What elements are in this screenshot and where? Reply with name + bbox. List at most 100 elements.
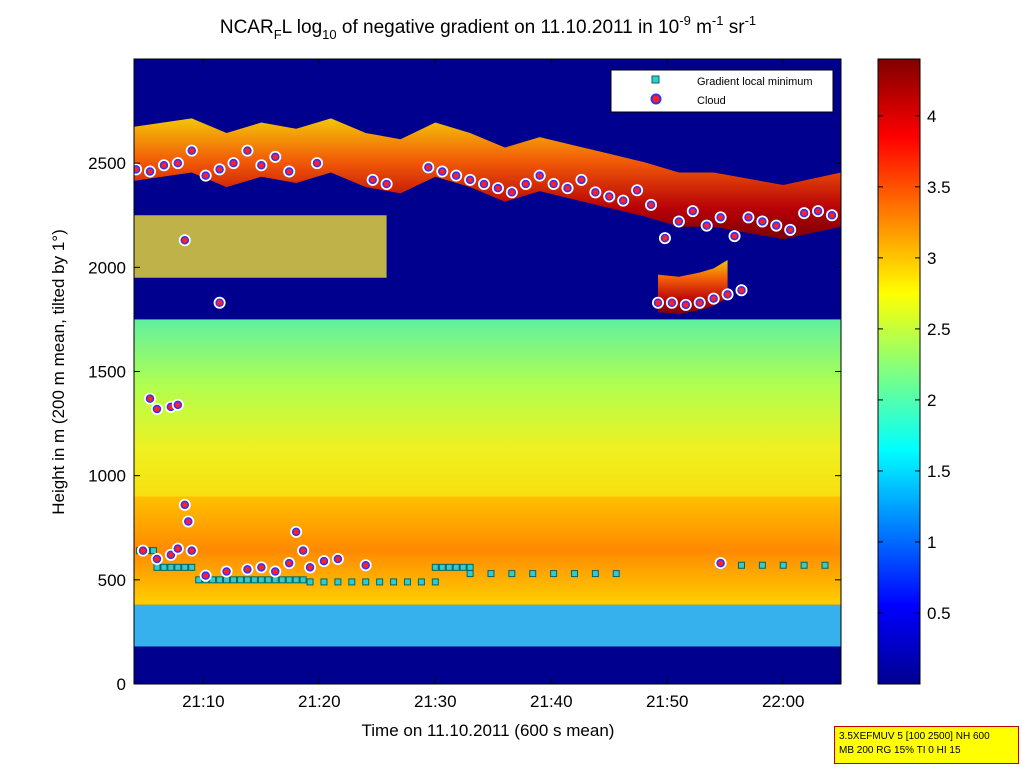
y-tick-label: 2500 <box>88 154 126 173</box>
gradient-minimum-marker <box>257 576 265 584</box>
surface-gap <box>134 659 841 684</box>
legend-marker-cloud <box>650 93 662 105</box>
info-line-1: 3.5XEFMUV 5 [100 2500] NH 600 <box>839 731 990 742</box>
cloud-marker-core <box>284 167 294 176</box>
gradient-minimum-marker <box>403 578 411 586</box>
legend-marker-gradient-minimum <box>651 75 660 84</box>
cloud-marker-core <box>653 298 663 307</box>
legend-box <box>610 69 834 113</box>
gradient-minimum-marker <box>431 578 439 586</box>
gradient-minimum-marker <box>570 570 578 578</box>
cloud-marker-core <box>709 294 718 303</box>
cloud-marker-core <box>507 188 517 197</box>
gradient-minimum-marker <box>306 578 314 586</box>
cloud-marker-core <box>298 546 308 555</box>
cloud-marker-core <box>284 558 294 568</box>
gradient-minimum-marker <box>438 563 446 571</box>
cloud-layer-0 <box>134 118 841 240</box>
gradient-minimum-marker <box>417 578 425 586</box>
x-axis: 21:10 21:20 21:30 21:40 21:50 22:00 <box>182 59 805 711</box>
info-line-2: MB 200 RG 15% TI 0 HI 15 <box>839 745 961 756</box>
gradient-minimum-marker <box>466 563 474 571</box>
gradient-minimum-marker <box>466 570 474 578</box>
gradient-minimum-marker <box>508 570 516 578</box>
cloud-marker-core <box>201 171 210 180</box>
gradient-minimum-marker <box>431 563 439 571</box>
cloud-marker-core <box>591 188 600 197</box>
cloud-marker-core <box>382 179 391 189</box>
gradient-minimum-marker <box>445 563 453 571</box>
plot-area <box>134 59 841 684</box>
gradient-minimum-marker <box>390 578 398 586</box>
gradient-minimum-marker <box>362 578 370 586</box>
x-tick-label: 21:20 <box>298 692 341 711</box>
x-tick-label: 21:40 <box>530 692 573 711</box>
cloud-marker-core <box>257 563 266 572</box>
cloud-marker-core <box>215 165 224 174</box>
cloud-marker-core <box>173 544 183 553</box>
cloud-marker-core <box>827 211 837 220</box>
y-tick-label: 0 <box>117 675 126 694</box>
gradient-minimum-marker <box>376 578 384 586</box>
gradient-minimum-marker <box>737 561 745 569</box>
colorbar-tick-label: 1 <box>927 533 936 552</box>
cloud-marker-core <box>229 158 238 168</box>
cloud-marker-core <box>465 175 475 185</box>
gradient-minimum-marker <box>452 563 460 571</box>
gradient-minimum-marker <box>779 561 787 569</box>
legend-label-cloud: Cloud <box>697 95 726 107</box>
gradient-minimum-marker <box>153 563 161 571</box>
cloud-marker-core <box>758 217 767 226</box>
gradient-minimum-marker <box>264 576 272 584</box>
cloud-marker-core <box>166 550 176 560</box>
cloud-marker-core <box>772 221 781 230</box>
gradient-minimum-marker <box>236 576 244 584</box>
gradient-minimum-marker <box>591 570 599 578</box>
colorbar-tick-label: 3 <box>927 249 936 268</box>
cloud-marker-core <box>716 558 725 568</box>
gradient-minimum-marker <box>216 576 224 584</box>
colorbar-tick-label: 2.5 <box>927 320 951 339</box>
cloud-marker-core <box>681 300 691 310</box>
cloud-marker-core <box>688 206 698 216</box>
cloud-marker-core <box>737 286 746 295</box>
cloud-marker-core <box>243 565 252 574</box>
gradient-minimum-marker <box>320 578 328 586</box>
cloud-marker-core <box>730 231 739 241</box>
gradient-minimum-marker <box>174 563 182 571</box>
cloud-marker-core <box>152 554 162 564</box>
gradient-minimum-marker <box>271 576 279 584</box>
gradient-minimum-marker <box>285 576 293 584</box>
colorbar-tick-label: 1.5 <box>927 462 951 481</box>
legend-label-gradient-minimum: Gradient local minimum <box>697 76 813 88</box>
x-tick-label: 21:50 <box>646 692 689 711</box>
heatmap-field <box>134 215 841 684</box>
cloud-marker-core <box>535 171 544 180</box>
cloud-marker-core <box>319 556 329 566</box>
cloud-marker-core <box>187 546 197 555</box>
gradient-minimum-marker <box>160 563 168 571</box>
gradient-minimum-marker <box>278 576 286 584</box>
cloud-marker-core <box>312 158 322 168</box>
cloud-marker-core <box>159 161 169 170</box>
gradient-minimum-marker <box>800 561 808 569</box>
gradient-minimum-marker <box>758 561 766 569</box>
cloud-marker-core <box>257 161 266 170</box>
gradient-minimum-marker <box>612 570 620 578</box>
x-tick-label: 21:30 <box>414 692 457 711</box>
cloud-marker-core <box>333 554 343 564</box>
gradient-minimum-marker <box>550 570 558 578</box>
cloud-marker-core <box>361 561 370 570</box>
gradient-minimum-marker <box>230 576 238 584</box>
cloud-marker-core <box>368 175 377 185</box>
info-box: 3.5XEFMUV 5 [100 2500] NH 600 MB 200 RG … <box>834 726 1019 764</box>
cloud-marker-core <box>145 167 155 176</box>
cloud-marker-core <box>674 217 684 226</box>
gradient-minimum-marker <box>299 576 307 584</box>
gradient-minimum-marker <box>243 576 251 584</box>
cloud-marker-core <box>222 567 231 576</box>
cloud-marker-core <box>521 179 531 189</box>
cloud-marker-core <box>291 527 301 537</box>
gradient-minimum-marker <box>292 576 300 584</box>
cloud-marker-core <box>493 183 503 193</box>
